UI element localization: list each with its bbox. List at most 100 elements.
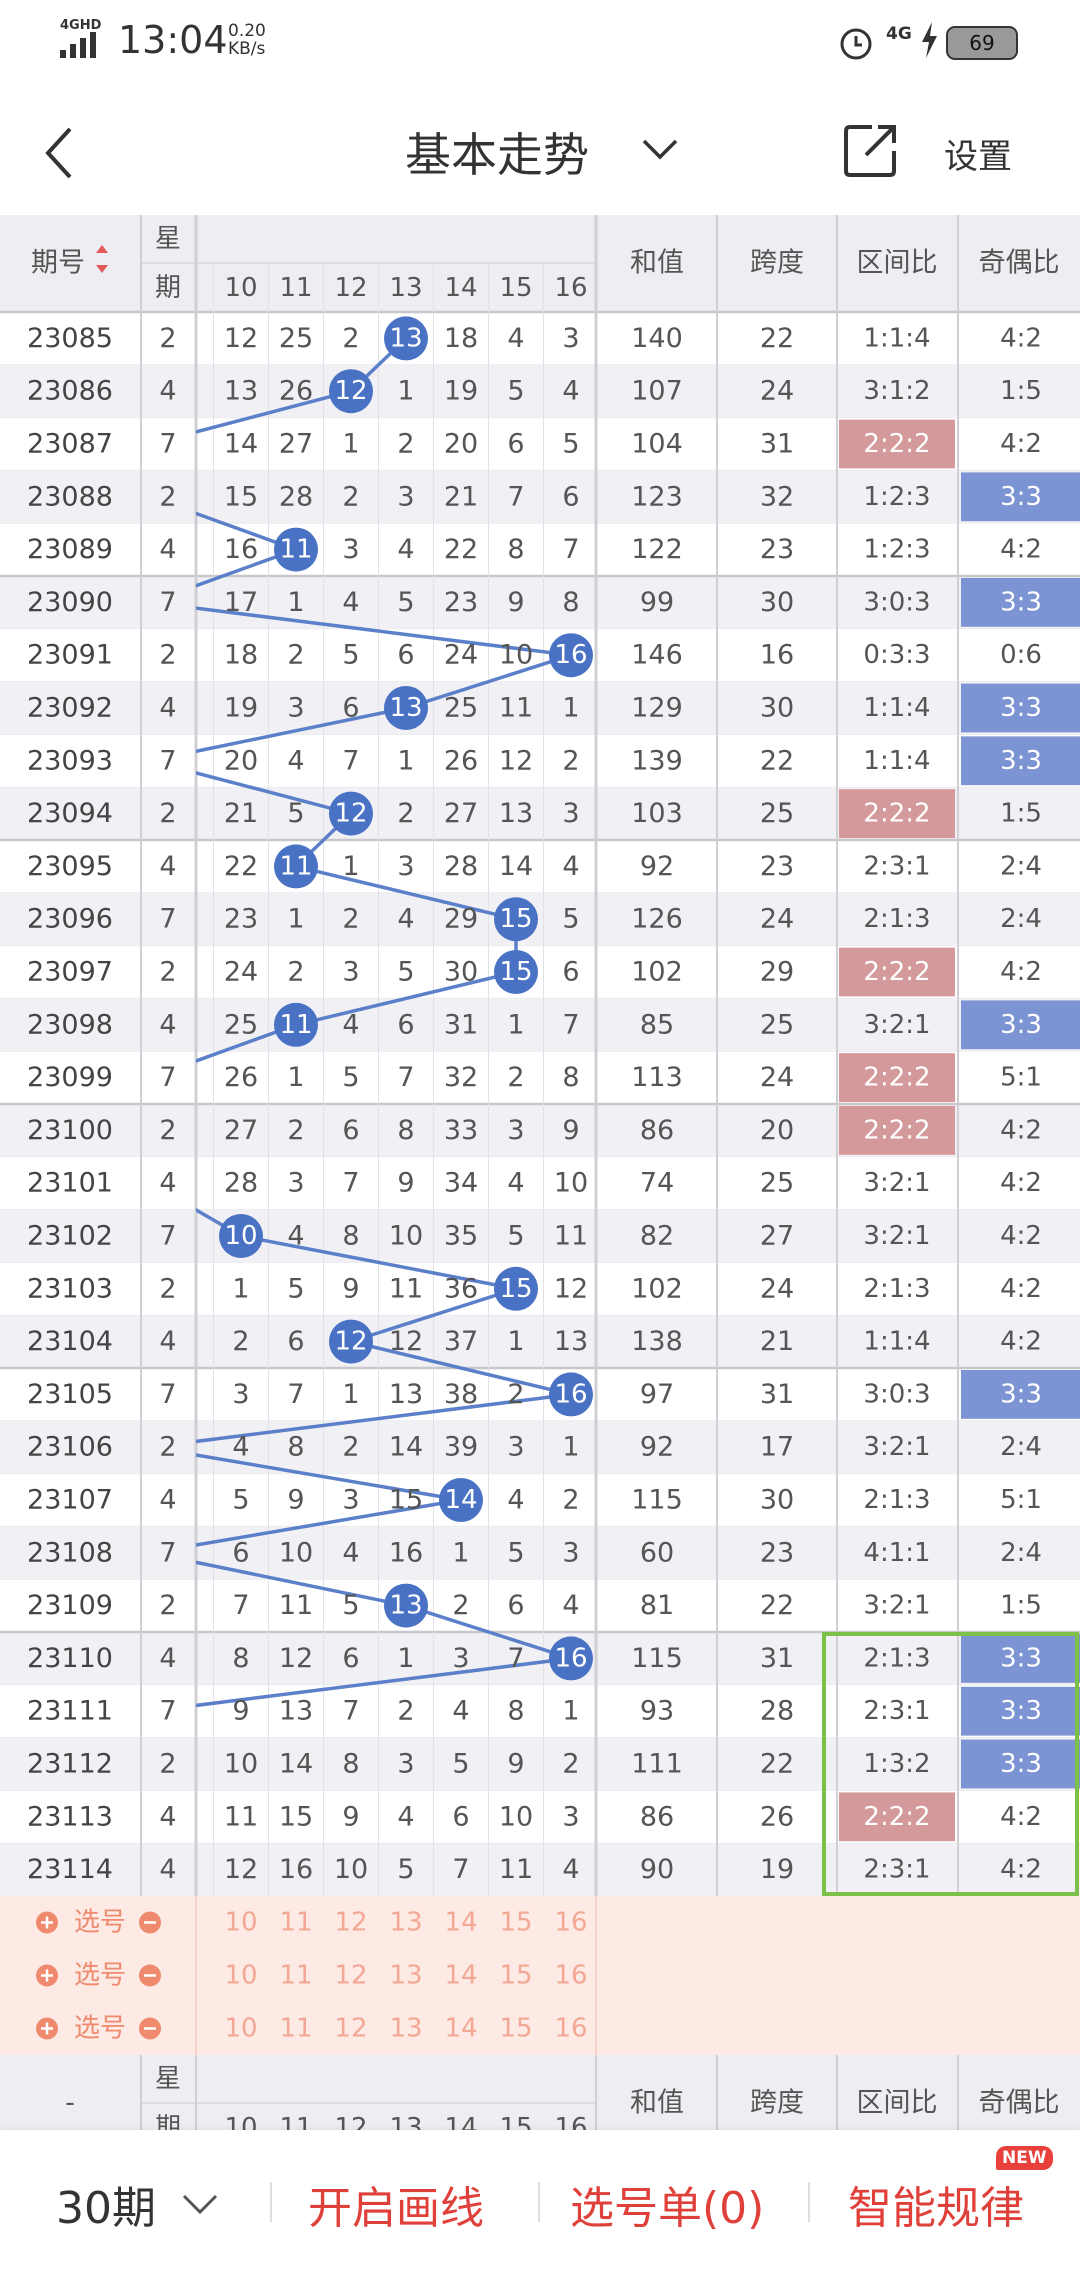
pick-number[interactable]: 14 — [444, 1961, 477, 1991]
speed: 0.20 KB/s — [228, 22, 266, 58]
pick-number[interactable]: 11 — [279, 2014, 312, 2044]
omission: 6 — [507, 1590, 524, 1621]
smart-rules-button[interactable]: 智能规律 — [848, 2183, 1024, 2234]
pick-number[interactable]: 15 — [499, 1908, 532, 1938]
omission: 3 — [562, 1801, 579, 1832]
add-button[interactable] — [36, 1911, 58, 1934]
sum: 102 — [631, 957, 683, 988]
omission: 2 — [342, 1432, 359, 1463]
omission: 5 — [397, 587, 414, 618]
add-button[interactable] — [36, 1964, 58, 1987]
settings-button[interactable]: 设置 — [944, 137, 1012, 177]
ratio-highlight — [839, 419, 955, 469]
remove-button[interactable] — [139, 2017, 161, 2040]
signal-icon — [60, 32, 96, 58]
omission: 21 — [444, 481, 478, 512]
weekday: 2 — [159, 481, 176, 512]
pick-number[interactable]: 16 — [554, 1961, 587, 1991]
omission: 13 — [554, 1326, 588, 1357]
omission: 38 — [444, 1379, 478, 1410]
odd-even: 4:2 — [1000, 1274, 1042, 1304]
weekday: 4 — [159, 376, 176, 407]
omission: 2 — [287, 1115, 304, 1146]
header-span: 跨度 — [750, 248, 804, 279]
omission: 27 — [224, 1115, 258, 1146]
row-bg — [0, 576, 1080, 629]
pick-number[interactable]: 16 — [554, 2014, 587, 2044]
odd-even: 4:2 — [1000, 1855, 1042, 1885]
period-count[interactable]: 30期 — [56, 2183, 156, 2234]
pick-list-button[interactable]: 选号单(0) — [570, 2183, 765, 2234]
zone-ratio: 2:3:1 — [863, 1696, 930, 1726]
back-button[interactable] — [40, 125, 80, 181]
omission: 9 — [562, 1115, 579, 1146]
pick-number[interactable]: 11 — [279, 1961, 312, 1991]
odd-even: 3:3 — [1000, 1010, 1042, 1040]
pick-number[interactable]: 13 — [389, 1961, 422, 1991]
header-number: 14 — [444, 2113, 477, 2130]
zone-ratio: 2:2:2 — [863, 1802, 930, 1832]
period: 23095 — [27, 851, 113, 882]
bottom-bar: 30期 开启画线 选号单(0) 智能规律 NEW — [0, 2130, 1080, 2280]
omission: 5 — [287, 1273, 304, 1304]
span: 31 — [760, 1643, 794, 1674]
battery: 69 — [946, 26, 1018, 60]
header-weekday: 星 — [155, 224, 181, 254]
omission: 8 — [507, 1696, 524, 1727]
draw-lines-button[interactable]: 开启画线 — [308, 2183, 484, 2234]
zone-ratio: 2:1:3 — [863, 1274, 930, 1304]
period: 23099 — [27, 1062, 113, 1093]
weekday: 2 — [159, 957, 176, 988]
omission: 11 — [279, 1590, 313, 1621]
odd-even: 4:2 — [1000, 1115, 1042, 1145]
pick-number[interactable]: 10 — [224, 1908, 257, 1938]
period-dropdown[interactable] — [180, 2192, 220, 2218]
omission: 2 — [562, 1485, 579, 1516]
omission: 4 — [287, 1221, 304, 1252]
sum: 86 — [640, 1801, 674, 1832]
omission: 1 — [507, 1009, 524, 1040]
add-button[interactable] — [36, 2017, 58, 2040]
omission: 3 — [562, 798, 579, 829]
span: 24 — [760, 904, 794, 935]
sum: 103 — [631, 798, 683, 829]
sort-icon[interactable] — [96, 245, 108, 273]
pick-number[interactable]: 12 — [334, 1908, 367, 1938]
speed-unit: KB/s — [228, 39, 266, 59]
sum: 104 — [631, 429, 683, 460]
sum: 102 — [631, 1273, 683, 1304]
sum: 123 — [631, 481, 683, 512]
pick-number[interactable]: 13 — [389, 1908, 422, 1938]
page-title[interactable]: 基本走势 — [405, 128, 589, 182]
omission: 20 — [444, 429, 478, 460]
omission: 1 — [232, 1273, 249, 1304]
title-dropdown[interactable] — [640, 135, 680, 165]
weekday: 4 — [159, 693, 176, 724]
pick-number[interactable]: 12 — [334, 2014, 367, 2044]
pick-number[interactable]: 12 — [334, 1961, 367, 1991]
zone-ratio: 1:1:4 — [863, 746, 930, 776]
pick-number[interactable]: 10 — [224, 2014, 257, 2044]
share-button[interactable] — [842, 121, 900, 179]
pick-number[interactable]: 10 — [224, 1961, 257, 1991]
pick-number[interactable]: 14 — [444, 2014, 477, 2044]
odd-even: 3:3 — [1000, 587, 1042, 617]
pick-number[interactable]: 14 — [444, 1908, 477, 1938]
header-bg — [0, 2055, 1080, 2130]
nav-bar: 基本走势 设置 — [0, 87, 1080, 215]
ball — [494, 1266, 538, 1311]
trend-line — [196, 337, 572, 1708]
omission: 1 — [397, 376, 414, 407]
pick-number[interactable]: 15 — [499, 1961, 532, 1991]
remove-button[interactable] — [139, 1964, 161, 1987]
remove-button[interactable] — [139, 1911, 161, 1934]
pick-number[interactable]: 11 — [279, 1908, 312, 1938]
omission: 5 — [507, 376, 524, 407]
pick-number[interactable]: 15 — [499, 2014, 532, 2044]
ratio-highlight — [961, 1000, 1080, 1050]
omission: 12 — [499, 745, 533, 776]
ball-number: 15 — [499, 904, 532, 934]
pick-number[interactable]: 16 — [554, 1908, 587, 1938]
ratio-highlight — [839, 1106, 955, 1155]
pick-number[interactable]: 13 — [389, 2014, 422, 2044]
